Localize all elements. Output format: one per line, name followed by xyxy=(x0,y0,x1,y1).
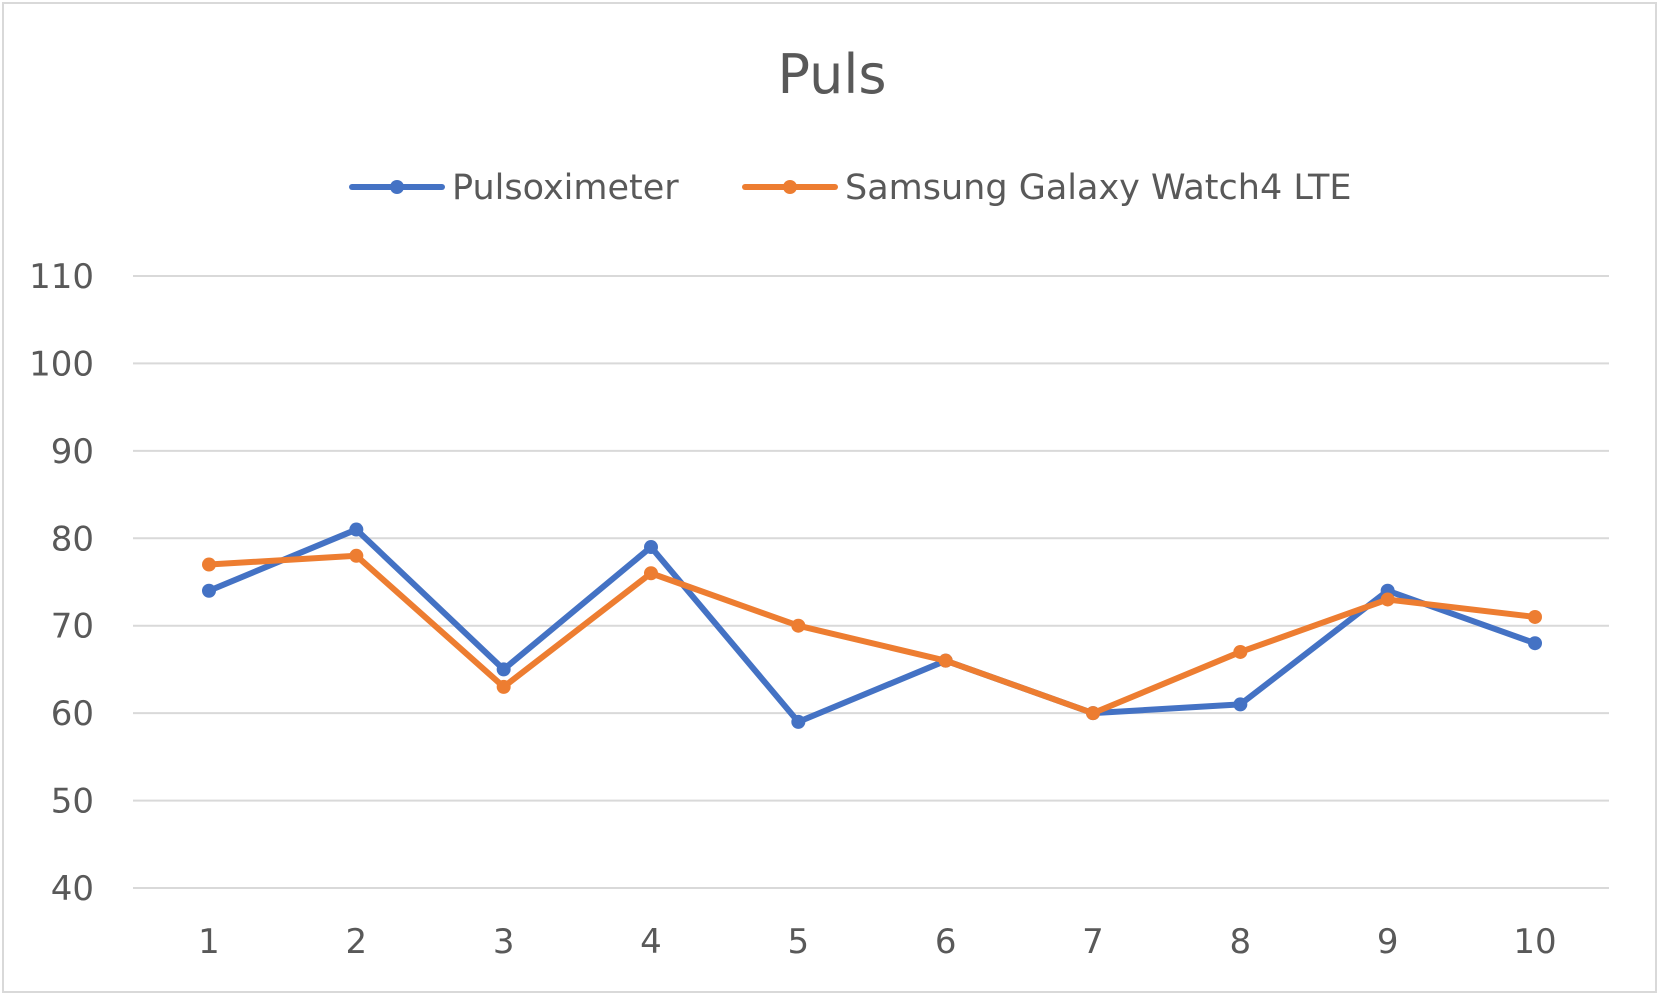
chart-title: Puls xyxy=(778,43,887,106)
series-layer xyxy=(202,522,1542,729)
x-tick-label: 4 xyxy=(640,922,662,962)
legend-swatch-marker xyxy=(390,180,404,194)
x-tick-label: 9 xyxy=(1377,922,1399,962)
x-tick-label: 10 xyxy=(1513,922,1556,962)
data-point xyxy=(202,557,216,572)
data-point xyxy=(791,618,806,633)
data-point xyxy=(791,714,806,729)
data-point xyxy=(1528,609,1542,624)
x-axis-tick-labels: 1 2 3 4 5 6 7 8 9 10 xyxy=(198,922,1556,962)
x-tick-label: 8 xyxy=(1230,922,1252,962)
y-tick-label: 110 xyxy=(29,257,94,297)
data-point xyxy=(938,653,953,668)
legend: Pulsoximeter Samsung Galaxy Watch4 LTE xyxy=(349,168,1352,208)
y-tick-label: 40 xyxy=(51,869,94,909)
legend-swatch-marker xyxy=(783,180,797,194)
data-point xyxy=(349,548,364,563)
data-point xyxy=(1233,644,1248,659)
y-tick-label: 50 xyxy=(51,782,94,822)
x-tick-label: 7 xyxy=(1082,922,1104,962)
legend-item: Samsung Galaxy Watch4 LTE xyxy=(742,168,1352,208)
y-tick-label: 60 xyxy=(51,694,94,734)
x-tick-label: 2 xyxy=(346,922,368,962)
series-1 xyxy=(202,548,1542,721)
y-tick-label: 70 xyxy=(51,607,94,647)
y-tick-label: 90 xyxy=(51,432,94,472)
x-tick-label: 3 xyxy=(493,922,515,962)
data-point xyxy=(202,583,216,598)
y-tick-label: 80 xyxy=(51,519,94,559)
data-point xyxy=(1233,697,1248,712)
x-tick-label: 6 xyxy=(935,922,957,962)
y-axis-tick-labels: 110 100 90 80 70 60 50 40 xyxy=(29,257,94,909)
legend-label: Pulsoximeter xyxy=(452,168,679,208)
data-point xyxy=(349,522,364,537)
data-point xyxy=(644,566,658,581)
x-tick-label: 1 xyxy=(198,922,220,962)
series-line xyxy=(206,552,1538,717)
y-tick-label: 100 xyxy=(29,344,94,384)
data-point xyxy=(1380,592,1395,607)
x-tick-label: 5 xyxy=(788,922,810,962)
data-point xyxy=(1086,706,1100,721)
data-point xyxy=(496,679,511,694)
data-point xyxy=(644,540,658,555)
series-line xyxy=(206,526,1538,725)
data-point xyxy=(1528,636,1542,651)
gridlines xyxy=(133,275,1609,889)
legend-item: Pulsoximeter xyxy=(349,168,679,208)
data-point xyxy=(496,662,511,677)
legend-label: Samsung Galaxy Watch4 LTE xyxy=(845,168,1352,208)
